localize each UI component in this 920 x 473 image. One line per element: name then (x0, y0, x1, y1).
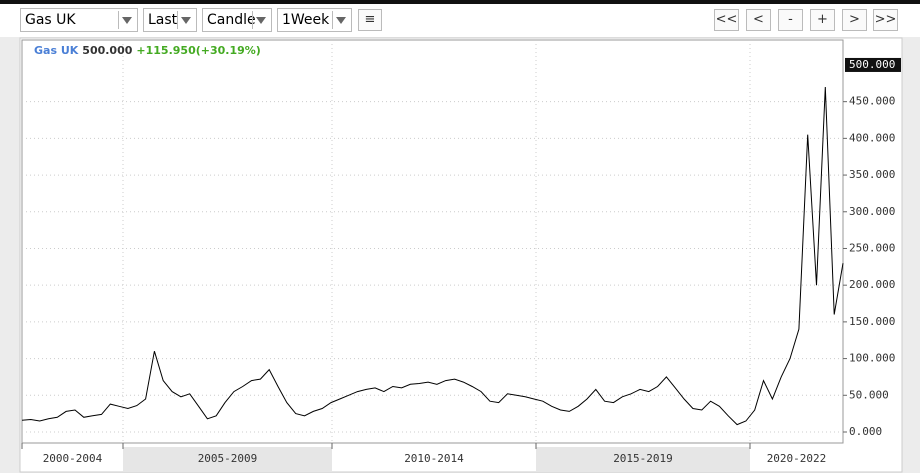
nav-button[interactable]: > (842, 9, 867, 31)
table-icon[interactable]: ≡ (358, 9, 382, 31)
last-value: 500.000 (82, 44, 132, 57)
toolbar: Gas UK Last Candle 1Week ≡ << < - + > >> (0, 0, 920, 37)
price-line (21, 86, 844, 426)
period-label: 2015-2019 (613, 452, 673, 465)
plot-area (21, 39, 844, 444)
y-tick-label: 100.000 (849, 352, 895, 365)
y-tick-label: 450.000 (849, 95, 895, 108)
period-band (332, 447, 536, 471)
style: Candle (207, 12, 256, 28)
nav-button[interactable]: + (810, 9, 835, 31)
last-value-box (845, 57, 901, 72)
y-tick-label: 350.000 (849, 168, 895, 181)
period-band (536, 447, 750, 471)
change: +115.950(+30.19%) (136, 44, 260, 57)
y-tick-label: 400.000 (849, 131, 895, 144)
y-tick-label: 50.000 (849, 388, 889, 401)
period-label: 2020-2022 (767, 452, 827, 465)
y-tick-label: 200.000 (849, 278, 895, 291)
y-tick-label: 150.000 (849, 315, 895, 328)
last-value-label: 500.000 (849, 58, 895, 71)
period-label: 2000-2004 (43, 452, 103, 465)
y-tick-label: 250.000 (849, 241, 895, 254)
nav-button[interactable]: >> (873, 9, 898, 31)
symbol: Gas UK (25, 12, 76, 28)
period-band (123, 447, 332, 471)
nav-button[interactable]: - (778, 9, 803, 31)
period-band (750, 447, 843, 471)
interval-select[interactable]: 1Week (277, 8, 352, 32)
y-tick-label: 300.000 (849, 205, 895, 218)
legend: Gas UK 500.000 +115.950(+30.19%) (34, 44, 261, 57)
period-band (22, 447, 123, 471)
nav-button[interactable]: < (746, 9, 771, 31)
style-select[interactable]: Candle (202, 8, 272, 32)
nav-button[interactable]: << (714, 9, 739, 31)
interval: 1Week (282, 12, 330, 28)
field-select[interactable]: Last (143, 8, 197, 32)
period-label: 2005-2009 (198, 452, 258, 465)
symbol-select[interactable]: Gas UK (20, 8, 138, 32)
legend-name: Gas UK (34, 44, 79, 57)
y-tick-label: 0.000 (849, 425, 882, 438)
period-label: 2010-2014 (404, 452, 464, 465)
field: Last (148, 12, 178, 28)
